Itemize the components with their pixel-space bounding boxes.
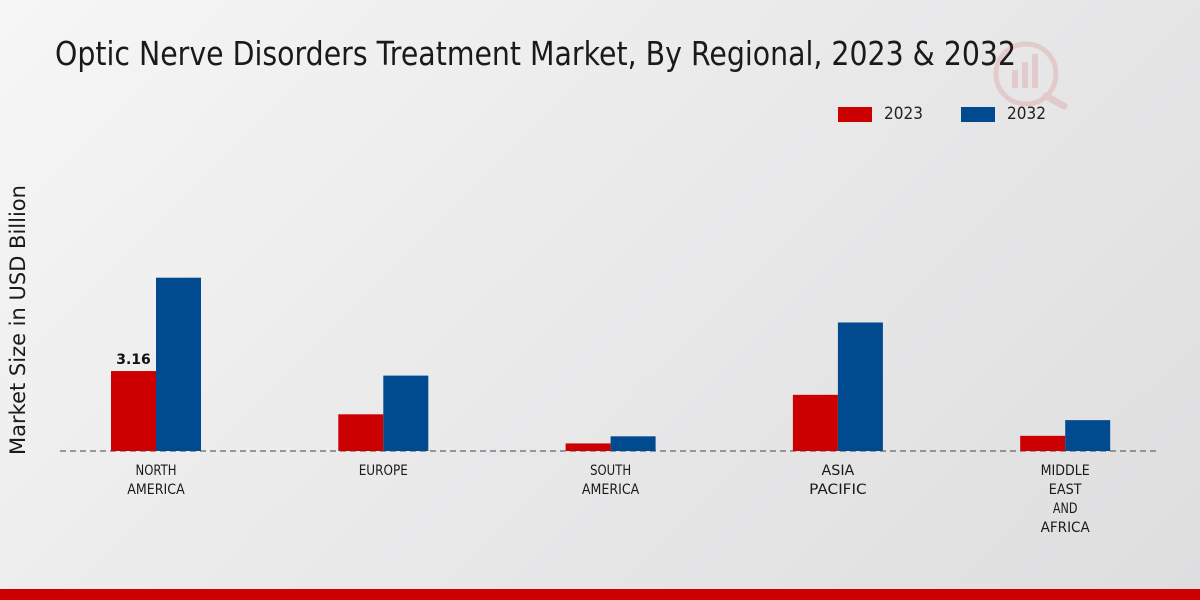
- bar-2032-north-america: [156, 277, 201, 451]
- legend-swatch-2032: [961, 106, 996, 122]
- legend: 2023 2032: [838, 104, 1085, 124]
- legend-label-2032: 2032: [1007, 104, 1047, 124]
- legend-item-2023: 2023: [838, 104, 927, 124]
- bar-2023-middle-east-and-africa: [1020, 435, 1066, 451]
- footer-bar: [0, 589, 1200, 600]
- legend-swatch-2023: [838, 106, 872, 122]
- x-tick-label-south-america: SOUTH AMERICA: [582, 463, 640, 498]
- bar-2023-south-america: [565, 443, 611, 451]
- x-tick-label-asia-pacific: ASIA PACIFIC: [809, 463, 867, 498]
- x-tick-label-north-america: NORTH AMERICA: [127, 463, 185, 498]
- bar-2023-asia-pacific: [792, 394, 838, 451]
- bar-2032-asia-pacific: [837, 322, 883, 451]
- bar-2023-europe: [338, 414, 384, 451]
- bar-2032-south-america: [610, 436, 656, 451]
- bar-2032-middle-east-and-africa: [1065, 420, 1111, 451]
- x-tick-label-europe: EUROPE: [359, 463, 408, 479]
- legend-label-2023: 2023: [884, 104, 923, 124]
- brand-logo-icon: [993, 41, 1068, 110]
- x-tick-label-middle-east-and-africa: MIDDLE EAST AND AFRICA: [1041, 463, 1091, 536]
- chart-title: Optic Nerve Disorders Treatment Market, …: [55, 34, 1017, 73]
- bar-2023-north-america: [111, 371, 156, 451]
- legend-item-2032: 2032: [961, 104, 1050, 124]
- bar-2032-europe: [383, 375, 429, 451]
- data-label-2023-north-america: 3.16: [116, 352, 151, 368]
